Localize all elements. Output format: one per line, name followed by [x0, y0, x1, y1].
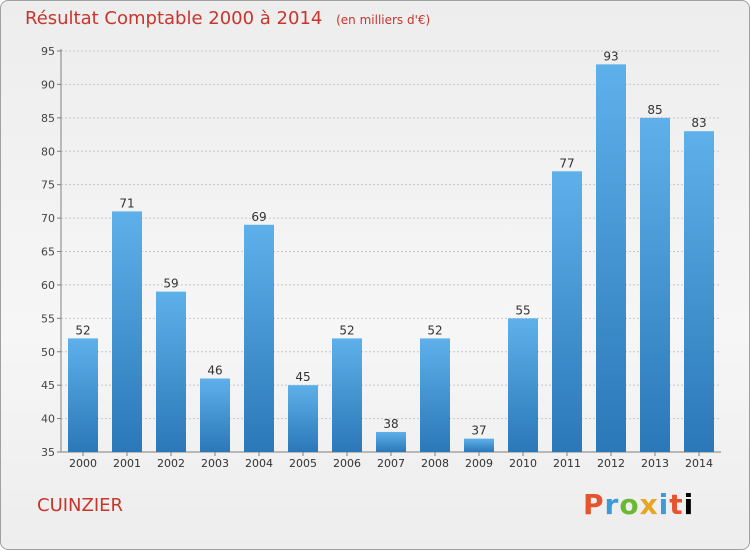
- y-tick-label: 40: [41, 413, 55, 426]
- proxiti-logo: Proxiti: [583, 488, 695, 521]
- bar: [684, 131, 714, 452]
- bar-value-label: 46: [207, 363, 222, 377]
- bar-value-label: 69: [251, 210, 266, 224]
- x-tick-label: 2010: [509, 457, 537, 470]
- y-tick-label: 90: [41, 78, 55, 91]
- x-tick-label: 2002: [157, 457, 185, 470]
- bar-value-label: 52: [75, 323, 90, 337]
- y-tick-label: 65: [41, 246, 55, 259]
- bar: [596, 64, 626, 452]
- bar: [156, 291, 186, 452]
- y-tick-label: 35: [41, 446, 55, 459]
- bar: [420, 338, 450, 452]
- bar-value-label: 45: [295, 370, 310, 384]
- y-tick-label: 70: [41, 212, 55, 225]
- y-tick-label: 50: [41, 346, 55, 359]
- bar: [200, 378, 230, 452]
- bar: [552, 171, 582, 453]
- bar: [376, 431, 406, 452]
- x-tick-label: 2005: [289, 457, 317, 470]
- bar: [640, 117, 670, 452]
- bar: [112, 211, 142, 452]
- commune-name: CUINZIER: [37, 495, 124, 516]
- x-tick-label: 2000: [69, 457, 97, 470]
- bar-value-label: 77: [559, 156, 574, 170]
- chart-subtitle: (en milliers d'€): [336, 13, 431, 27]
- bar-value-label: 83: [691, 116, 706, 130]
- x-tick-label: 2011: [553, 457, 581, 470]
- y-tick-label: 60: [41, 279, 55, 292]
- bar-value-label: 37: [471, 424, 486, 438]
- bar: [508, 318, 538, 452]
- x-tick-label: 2003: [201, 457, 229, 470]
- bar: [244, 224, 274, 452]
- y-tick-label: 85: [41, 112, 55, 125]
- bar: [288, 385, 318, 452]
- x-tick-label: 2006: [333, 457, 361, 470]
- y-tick-label: 75: [41, 179, 55, 192]
- chart-title: Résultat Comptable 2000 à 2014 (en milli…: [25, 8, 430, 29]
- x-tick-label: 2004: [245, 457, 273, 470]
- bar: [68, 338, 98, 452]
- x-tick-label: 2014: [685, 457, 713, 470]
- bar-value-label: 52: [339, 323, 354, 337]
- y-tick-label: 45: [41, 379, 55, 392]
- y-tick-label: 95: [41, 45, 55, 58]
- y-tick-label: 55: [41, 312, 55, 325]
- x-tick-label: 2009: [465, 457, 493, 470]
- bar-value-label: 71: [119, 196, 134, 210]
- bar-value-label: 38: [383, 417, 398, 431]
- y-tick-label: 80: [41, 145, 55, 158]
- bar-value-label: 52: [427, 323, 442, 337]
- x-tick-label: 2012: [597, 457, 625, 470]
- bar-value-label: 93: [603, 49, 618, 63]
- bar: [332, 338, 362, 452]
- x-tick-label: 2007: [377, 457, 405, 470]
- x-tick-label: 2008: [421, 457, 449, 470]
- x-tick-label: 2001: [113, 457, 141, 470]
- bar-value-label: 55: [515, 303, 530, 317]
- bar-value-label: 85: [647, 103, 662, 117]
- x-tick-label: 2013: [641, 457, 669, 470]
- bar-value-label: 59: [163, 277, 178, 291]
- bar: [464, 438, 494, 452]
- chart-title-text: Résultat Comptable 2000 à 2014: [25, 8, 323, 29]
